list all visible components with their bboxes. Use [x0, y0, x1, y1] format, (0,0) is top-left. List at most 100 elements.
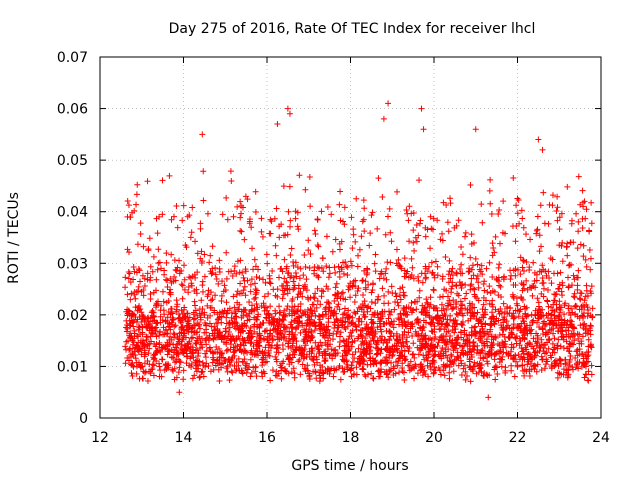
- data-point: [514, 210, 521, 217]
- data-point: [203, 326, 210, 333]
- data-point: [258, 302, 265, 309]
- data-point: [216, 314, 223, 321]
- data-point: [382, 231, 389, 238]
- data-point: [568, 220, 575, 227]
- data-point: [216, 378, 223, 385]
- data-point: [310, 368, 317, 375]
- data-point: [233, 291, 240, 298]
- data-point: [273, 356, 280, 363]
- data-point: [129, 360, 136, 367]
- data-point: [486, 187, 493, 194]
- data-point: [308, 313, 315, 320]
- data-point: [142, 351, 149, 358]
- data-point: [419, 323, 426, 330]
- data-point: [422, 275, 429, 282]
- data-point: [347, 258, 354, 265]
- data-point: [198, 248, 205, 255]
- data-point: [518, 207, 525, 214]
- data-point: [572, 302, 579, 309]
- data-point: [258, 215, 265, 222]
- data-point: [564, 240, 571, 247]
- data-point: [364, 269, 371, 276]
- data-point: [156, 363, 163, 370]
- data-point: [125, 357, 132, 364]
- data-point: [233, 314, 240, 321]
- data-point: [368, 370, 375, 377]
- data-point: [330, 373, 337, 380]
- data-point: [447, 195, 454, 202]
- data-point: [525, 358, 532, 365]
- data-point: [341, 204, 348, 211]
- data-point: [417, 367, 424, 374]
- data-point: [473, 275, 480, 282]
- data-point: [468, 281, 475, 288]
- data-point: [344, 264, 351, 271]
- data-point: [326, 300, 333, 307]
- data-point: [313, 304, 320, 311]
- x-tick-label: 18: [342, 430, 360, 446]
- data-point: [240, 274, 247, 281]
- data-point: [496, 350, 503, 357]
- data-point: [181, 330, 188, 337]
- data-point: [161, 311, 168, 318]
- data-point: [168, 353, 175, 360]
- data-point: [361, 358, 368, 365]
- data-point: [159, 211, 166, 218]
- data-point: [209, 330, 216, 337]
- data-point: [288, 359, 295, 366]
- data-point: [370, 319, 377, 325]
- data-point: [135, 265, 142, 272]
- data-point: [138, 309, 145, 316]
- data-point: [519, 296, 526, 303]
- data-point: [205, 337, 212, 344]
- data-point: [387, 328, 394, 335]
- data-point: [213, 276, 220, 283]
- data-point: [133, 370, 140, 377]
- data-point: [481, 332, 488, 339]
- data-point: [141, 283, 148, 290]
- data-point: [462, 362, 469, 369]
- data-point: [496, 261, 503, 268]
- data-point: [282, 285, 289, 292]
- data-point: [275, 370, 282, 377]
- data-point: [289, 304, 296, 311]
- data-point: [477, 364, 484, 371]
- data-point: [267, 377, 274, 384]
- data-point: [454, 353, 461, 360]
- data-point: [480, 314, 487, 321]
- data-point: [392, 299, 399, 306]
- data-point: [290, 365, 297, 372]
- data-point: [406, 238, 413, 245]
- data-point: [197, 225, 204, 232]
- data-point: [545, 345, 552, 352]
- data-point: [124, 291, 131, 298]
- x-tick-label: 20: [425, 430, 443, 446]
- data-point: [317, 301, 324, 308]
- data-point: [282, 323, 289, 330]
- data-point: [555, 336, 562, 343]
- data-point: [273, 349, 280, 356]
- data-point: [560, 333, 567, 340]
- data-point: [549, 192, 556, 199]
- data-point: [246, 216, 253, 223]
- data-point: [374, 324, 381, 331]
- data-point: [181, 304, 188, 311]
- data-point: [408, 299, 415, 306]
- data-point: [504, 303, 511, 310]
- data-point: [322, 339, 329, 346]
- data-point: [385, 315, 392, 322]
- data-point: [378, 315, 385, 322]
- data-point: [147, 290, 154, 297]
- data-point: [308, 345, 315, 352]
- data-point: [136, 314, 143, 321]
- data-point: [449, 272, 456, 279]
- data-point: [446, 297, 453, 304]
- data-point: [426, 314, 433, 321]
- data-point: [280, 317, 287, 324]
- data-point: [261, 336, 268, 343]
- data-point: [128, 370, 135, 377]
- data-point: [397, 311, 404, 318]
- data-point: [359, 218, 366, 225]
- data-point: [295, 313, 302, 320]
- data-point: [416, 287, 423, 294]
